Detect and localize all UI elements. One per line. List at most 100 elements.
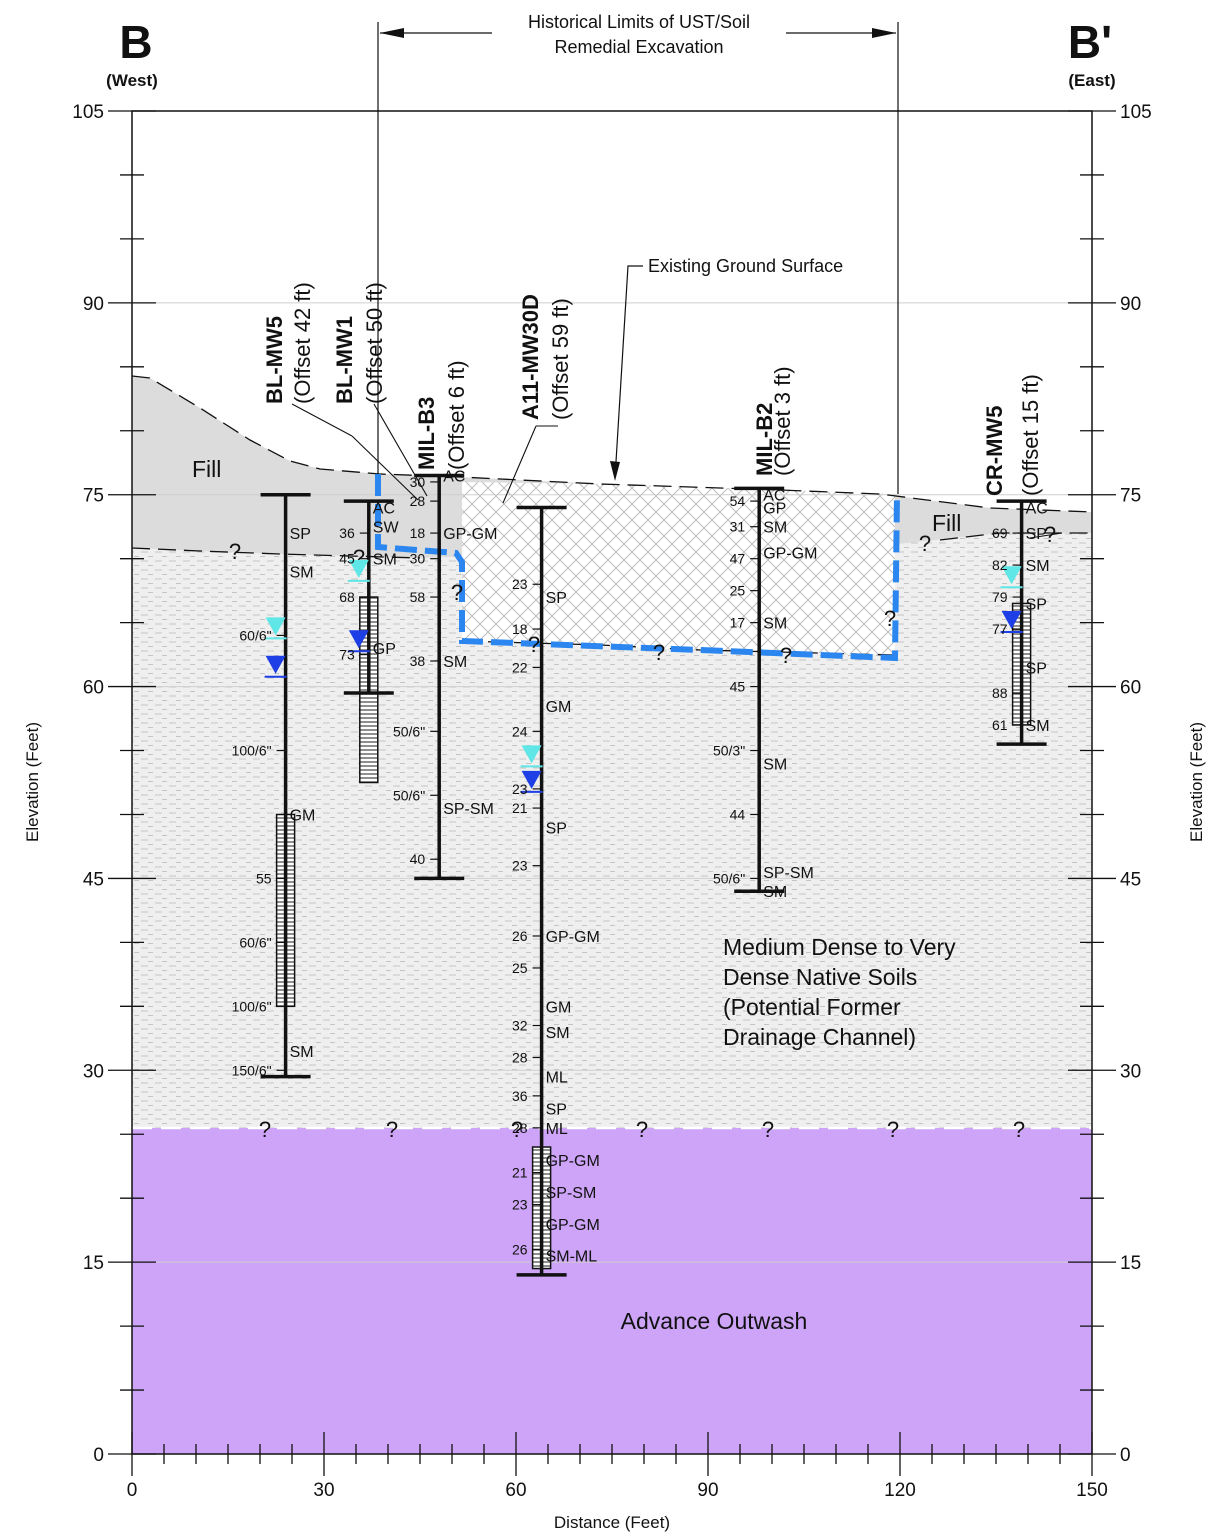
x-tick-label: 90 xyxy=(697,1480,718,1501)
boring-leader xyxy=(291,403,353,437)
blow-count-label: 55 xyxy=(256,870,272,886)
soil-class-label: AC xyxy=(373,501,395,518)
section-direction-right: (East) xyxy=(1068,71,1115,90)
native-label-line4: Drainage Channel) xyxy=(723,1024,916,1050)
blow-count-label: 73 xyxy=(339,647,355,663)
x-tick-label: 150 xyxy=(1076,1480,1108,1501)
blow-count-label: 44 xyxy=(730,806,746,822)
y-tick-label-left: 0 xyxy=(93,1445,104,1466)
water-level-icon xyxy=(521,745,542,764)
soil-class-label: SM xyxy=(290,564,314,581)
x-tick-label: 30 xyxy=(313,1480,334,1501)
soil-class-label: AC xyxy=(1026,501,1048,518)
soil-class-label: SM xyxy=(546,1025,570,1042)
uncertain-contact-marker: ? xyxy=(919,531,931,556)
blow-count-label: 26 xyxy=(512,1241,528,1257)
blow-count-label: 68 xyxy=(339,589,355,605)
uncertain-contact-marker: ? xyxy=(229,539,241,564)
soil-class-label: GP-GM xyxy=(443,526,497,543)
fill-native-contact-line xyxy=(131,547,421,559)
y-tick-label-left: 90 xyxy=(83,294,104,315)
y-tick-label-right: 60 xyxy=(1120,678,1141,699)
x-tick-label: 120 xyxy=(884,1480,916,1501)
uncertain-contact-marker: ? xyxy=(511,1117,523,1142)
soil-class-label: GP-GM xyxy=(546,1217,600,1234)
y-tick-label-right: 15 xyxy=(1120,1253,1141,1274)
soil-class-label: SM xyxy=(763,884,787,901)
advance-outwash-zone xyxy=(132,1128,1092,1454)
blow-count-label: 50/6" xyxy=(393,723,425,739)
soil-class-label: SM xyxy=(1026,718,1050,735)
boring-name-label: MIL-B3 xyxy=(414,397,439,470)
blow-count-label: 38 xyxy=(410,653,426,669)
blow-count-label: 36 xyxy=(512,1088,528,1104)
uncertain-contact-marker: ? xyxy=(884,606,896,631)
soil-class-label: SP-SM xyxy=(546,1185,597,1202)
blow-count-label: 36 xyxy=(339,525,355,541)
x-axis-label: Distance (Feet) xyxy=(554,1513,670,1532)
blow-count-label: 54 xyxy=(730,493,746,509)
blow-count-label: 28 xyxy=(410,493,426,509)
boring-name-label: BL-MW1 xyxy=(332,316,357,404)
boring-bl-mw5: 60/6" 100/6" 55 60/6" 100/6" 150/6" SP SM GM SM BL… xyxy=(232,282,316,1079)
excavation-limit-line xyxy=(375,474,900,662)
native-label-line3: (Potential Former xyxy=(723,994,901,1020)
blow-count-label: 23 xyxy=(512,576,528,592)
section-label-left: B xyxy=(119,16,152,68)
blow-count-label: 47 xyxy=(730,551,746,567)
section-label-right: B' xyxy=(1068,16,1112,68)
soil-class-label: SP xyxy=(290,526,311,543)
soil-class-label: SM xyxy=(1026,558,1050,575)
blow-count-label: 21 xyxy=(512,1165,528,1181)
boring-offset-label: (Offset 50 ft) xyxy=(362,282,387,404)
boring-name-label: BL-MW5 xyxy=(262,316,287,404)
soil-class-label: GP xyxy=(763,501,786,518)
soil-class-label: SP xyxy=(546,590,567,607)
soil-class-label: SP xyxy=(1026,526,1047,543)
blow-count-label: 25 xyxy=(512,960,528,976)
soil-class-label: SP xyxy=(1026,660,1047,677)
boring-bl-mw1: 36 45 68 73 AC SW SM GP BL-MW1 (Offset 50 ft) xyxy=(332,282,399,784)
blow-count-label: 22 xyxy=(512,659,528,675)
blow-count-label: 28 xyxy=(512,1049,528,1065)
arrowhead-left-icon xyxy=(380,28,404,38)
blow-count-label: 61 xyxy=(992,717,1008,733)
blow-count-label: 60/6" xyxy=(239,627,271,643)
boring-offset-label: (Offset 59 ft) xyxy=(548,298,573,420)
soil-class-label: ML xyxy=(546,1070,568,1087)
blow-count-label: 50/6" xyxy=(393,787,425,803)
soil-class-label: GP xyxy=(373,641,396,658)
water-level-icon xyxy=(265,655,286,674)
boring-offset-label: (Offset 42 ft) xyxy=(290,282,315,404)
blow-count-label: 18 xyxy=(410,525,426,541)
uncertain-contact-marker: ? xyxy=(887,1117,899,1142)
water-level-icon xyxy=(521,770,542,789)
y-tick-label-left: 75 xyxy=(83,486,104,507)
boring-name-label: A11-MW30D xyxy=(518,294,543,420)
boring-a11-mw30d: 23 18 22 24 23 21 23 26 25 32 28 36 28 21 23 26 SP GM SP GP… xyxy=(512,294,600,1277)
blow-count-label: 24 xyxy=(512,723,528,739)
blow-count-label: 30 xyxy=(410,551,426,567)
soil-class-label: SP xyxy=(1026,596,1047,613)
borings: 60/6" 100/6" 55 60/6" 100/6" 150/6" SP SM GM SM BL… xyxy=(232,282,1050,1277)
boring-offset-label: (Offset 15 ft) xyxy=(1018,374,1043,496)
boring-leader xyxy=(502,425,537,504)
ground-surface-label: Existing Ground Surface xyxy=(648,256,843,276)
blow-count-label: 45 xyxy=(730,679,746,695)
boring-offset-label: (Offset 3 ft) xyxy=(770,366,795,476)
fill-label-east: Fill xyxy=(932,510,961,536)
y-axis-label-right: Elevation (Feet) xyxy=(1187,722,1206,842)
soil-class-label: SM xyxy=(443,654,467,671)
soil-class-label: SM xyxy=(373,552,397,569)
y-axis-label-left: Elevation (Feet) xyxy=(23,722,42,842)
boring-name-label: CR-MW5 xyxy=(982,406,1007,496)
soil-class-label: GM xyxy=(290,807,316,824)
boring-leader xyxy=(1029,532,1063,539)
uncertain-contact-marker: ? xyxy=(780,643,792,668)
soil-class-label: SM-ML xyxy=(546,1249,598,1266)
soil-class-label: GM xyxy=(546,999,572,1016)
water-level-icon xyxy=(348,630,369,649)
blow-count-label: 32 xyxy=(512,1018,528,1034)
blow-count-label: 100/6" xyxy=(232,743,272,759)
y-tick-label-right: 45 xyxy=(1120,869,1141,890)
